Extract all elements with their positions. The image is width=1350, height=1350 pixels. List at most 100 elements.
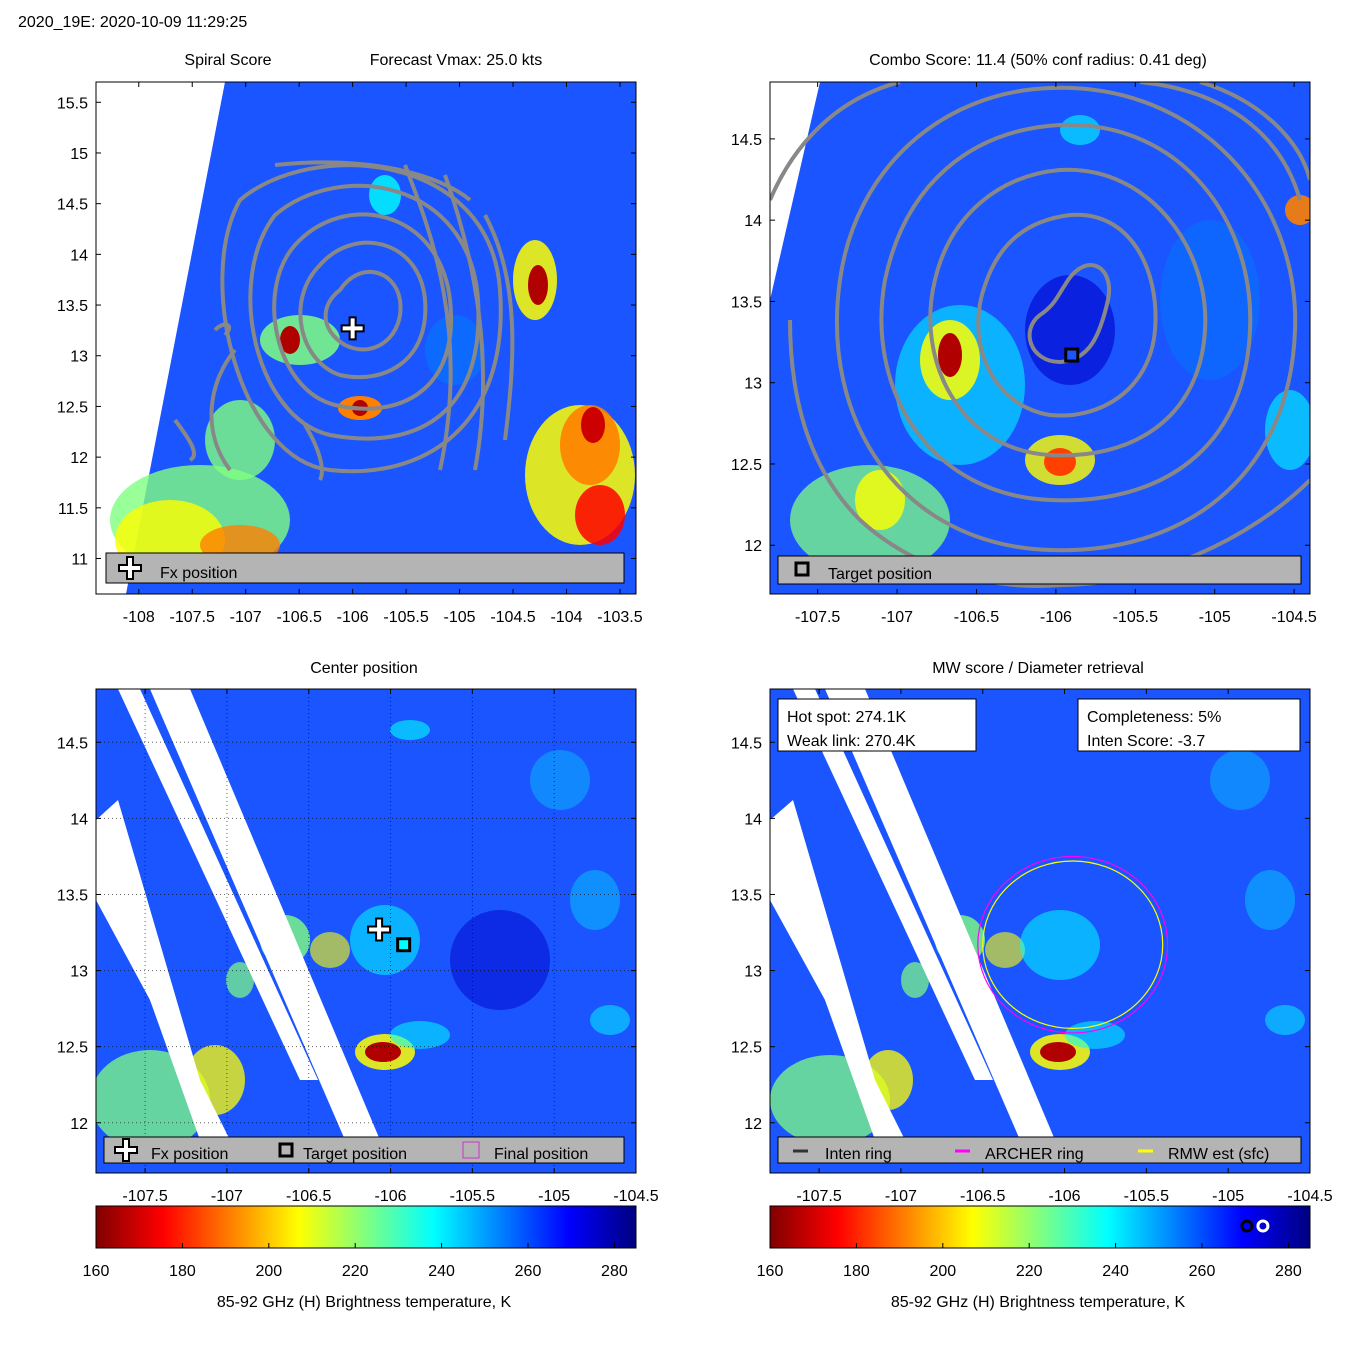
x-tick-label: -107.5	[122, 1188, 167, 1205]
x-tick-label: -104.5	[1271, 609, 1316, 626]
mw-panel: MW score / Diameter retrieval	[731, 660, 1333, 1205]
y-tick-label: 15.5	[57, 95, 88, 112]
spiral-vmax: Forecast Vmax: 25.0 kts	[370, 52, 543, 69]
colorbar-tick-label: 160	[757, 1263, 784, 1280]
y-tick-label: 12.5	[731, 457, 762, 474]
y-tick-label: 14	[70, 247, 88, 264]
spiral-xticks: -108 -107.5 -107 -106.5 -106 -105.5 -105 -104.5…	[123, 82, 643, 626]
y-tick-label: 14.5	[731, 735, 762, 752]
mw-weak-link: Weak link: 270.4K	[787, 733, 916, 750]
colorbar-tick-label: 260	[515, 1263, 542, 1280]
mw-swath-gaps	[770, 689, 1055, 1140]
x-tick-label: -106	[1049, 1188, 1081, 1205]
x-tick-label: -104.5	[1287, 1188, 1332, 1205]
colorbar-right-label: 85-92 GHz (H) Brightness temperature, K	[891, 1294, 1186, 1311]
center-gridlines	[96, 689, 636, 1173]
target-position-marker	[396, 937, 412, 953]
colorbar-tick-label: 280	[601, 1263, 628, 1280]
x-tick-label: -106.5	[954, 609, 999, 626]
colorbar-tick-label: 180	[169, 1263, 196, 1280]
colorbar-tick-label: 180	[843, 1263, 870, 1280]
y-tick-label: 14	[744, 213, 762, 230]
x-tick-label: -106.5	[286, 1188, 331, 1205]
x-tick-label: -106	[1040, 609, 1072, 626]
colorbar-tick-label: 220	[1016, 1263, 1043, 1280]
colorbar-tick-label: 260	[1189, 1263, 1216, 1280]
y-tick-label: 15	[70, 146, 88, 163]
mw-legend-archer: ARCHER ring	[985, 1146, 1084, 1163]
combo-xticks: -107.5 -107 -106.5 -106 -105.5 -105 -104.5	[795, 82, 1317, 626]
center-legend-target: Target position	[303, 1146, 407, 1163]
y-tick-label: 14.5	[731, 132, 762, 149]
fx-cross-icon	[114, 1138, 138, 1162]
spiral-yticks: 11 11.5 12 12.5 13 13.5 14 14.5 15 15.5	[57, 95, 636, 569]
center-swath-gaps	[96, 689, 380, 1140]
mw-rings	[977, 855, 1169, 1034]
center-xticks: -107.5 -107 -106.5 -106 -105.5 -105 -104.5	[122, 689, 659, 1205]
x-tick-label: -107	[885, 1188, 917, 1205]
spiral-contours	[173, 160, 515, 481]
x-tick-label: -105	[1212, 1188, 1244, 1205]
x-tick-label: -105.5	[1113, 609, 1158, 626]
x-tick-label: -106.5	[960, 1188, 1005, 1205]
y-tick-label: 14.5	[57, 735, 88, 752]
fx-position-marker	[367, 917, 392, 942]
y-tick-label: 14	[744, 811, 762, 828]
combo-markers	[1064, 347, 1080, 363]
colorbar-tick-label: 240	[1102, 1263, 1129, 1280]
center-legend-fx: Fx position	[151, 1146, 228, 1163]
target-square-icon	[278, 1142, 294, 1158]
colorbar-right: 160 180 200 220 240 260 280 85-92 GHz (H) Brig…	[757, 1205, 1311, 1311]
mw-inten-score: Inten Score: -3.7	[1087, 733, 1205, 750]
mw-info-right: Completeness: 5% Inten Score: -3.7	[1077, 698, 1301, 752]
fx-position-marker	[340, 316, 365, 341]
x-tick-label: -107.5	[796, 1188, 841, 1205]
combo-legend-target: Target position	[828, 566, 932, 583]
fx-cross-icon	[118, 556, 142, 580]
colorbar-tick-label: 240	[428, 1263, 455, 1280]
y-tick-label: 11	[71, 552, 88, 569]
colorbar-right-ticks: 160 180 200 220 240 260 280	[757, 1243, 1302, 1280]
x-tick-label: -106	[337, 609, 369, 626]
y-tick-label: 13	[70, 349, 88, 366]
x-tick-label: -103.5	[597, 609, 642, 626]
y-tick-label: 13	[70, 964, 88, 981]
spiral-legend-fx: Fx position	[160, 565, 237, 582]
center-markers	[367, 917, 412, 953]
mw-xticks: -107.5 -107 -106.5 -106 -105.5 -105 -104.5	[796, 689, 1333, 1205]
spiral-axes-frame	[95, 81, 637, 595]
colorbar-left: 160 180 200 220 240 260 280 85-92 GHz (H) Brig…	[83, 1205, 637, 1311]
combo-panel: Combo Score: 11.4 (50% conf radius: 0.41…	[731, 52, 1317, 626]
y-tick-label: 13	[744, 376, 762, 393]
spiral-panel: Spiral Score Forecast Vmax: 25.0 kts	[57, 52, 643, 626]
y-tick-label: 12.5	[731, 1040, 762, 1057]
x-tick-label: -107	[881, 609, 913, 626]
x-tick-label: -107.5	[170, 609, 215, 626]
y-tick-label: 12	[70, 1116, 88, 1133]
combo-yticks: 12 12.5 13 13.5 14 14.5	[731, 132, 1310, 555]
x-tick-label: -106	[375, 1188, 407, 1205]
center-title: Center position	[310, 660, 418, 677]
mw-hot-spot: Hot spot: 274.1K	[787, 709, 907, 726]
spiral-title: Spiral Score	[184, 52, 271, 69]
hot-spot-marker	[1256, 1219, 1270, 1233]
mw-axes-frame	[769, 688, 1311, 1174]
y-tick-label: 12	[744, 538, 762, 555]
x-tick-label: -105.5	[383, 609, 428, 626]
y-tick-label: 11.5	[58, 501, 88, 518]
center-panel: Center position	[57, 660, 659, 1205]
mw-completeness: Completeness: 5%	[1087, 709, 1221, 726]
x-tick-label: -105	[538, 1188, 570, 1205]
final-square-icon	[462, 1141, 480, 1159]
x-tick-label: -107.5	[795, 609, 840, 626]
combo-axes-frame	[769, 81, 1311, 595]
target-square-icon	[794, 561, 810, 577]
mw-legend-inten: Inten ring	[825, 1146, 892, 1163]
y-tick-label: 12	[70, 450, 88, 467]
colorbar-tick-label: 160	[83, 1263, 110, 1280]
colorbar-tick-label: 280	[1275, 1263, 1302, 1280]
archer-ring	[977, 855, 1169, 1034]
x-tick-label: -108	[123, 609, 155, 626]
x-tick-label: -105	[444, 609, 476, 626]
y-tick-label: 12.5	[57, 399, 88, 416]
